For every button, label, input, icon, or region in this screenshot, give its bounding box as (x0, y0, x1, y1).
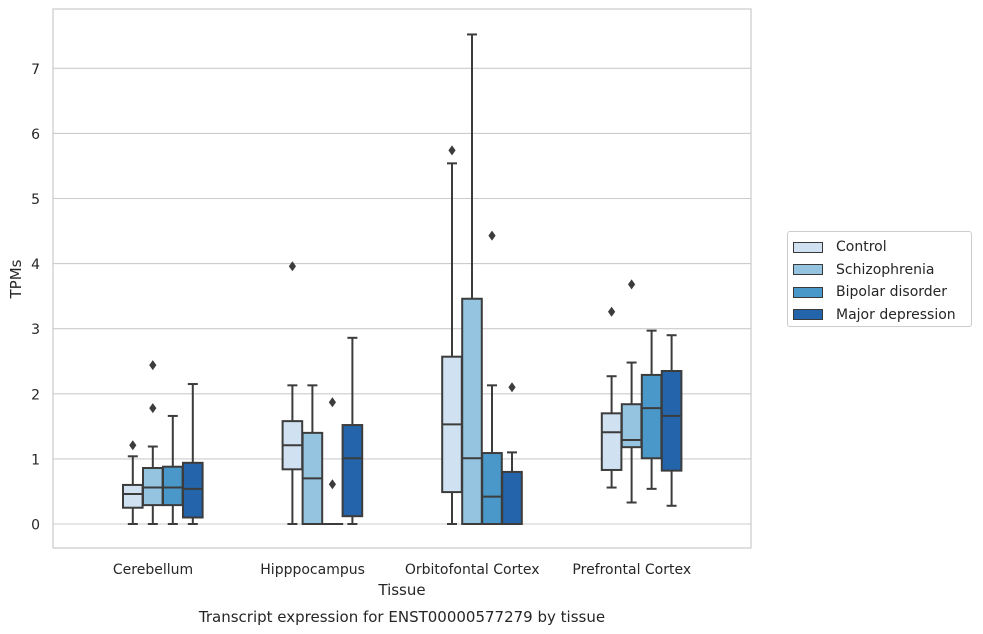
legend-swatch (793, 241, 823, 253)
x-tick-label: Orbitofontal Cortex (405, 562, 540, 578)
outlier-point (508, 382, 516, 393)
legend-item: Control (793, 236, 971, 259)
outlier-point (488, 230, 496, 241)
legend-item: Bipolar disorder (793, 281, 971, 304)
box-bipolar-disorder (640, 329, 663, 490)
box-iqr (122, 483, 144, 509)
box-iqr (461, 297, 483, 525)
y-tick-label: 0 (31, 518, 40, 534)
box-iqr (501, 470, 523, 526)
box-bipolar-disorder (481, 230, 503, 525)
box-iqr (600, 412, 623, 471)
x-tick-labels: Cerebellum Hipppocampus Orbitofontal Corte… (113, 562, 691, 578)
box-control (281, 261, 304, 525)
outlier-point (129, 440, 137, 451)
outlier-point (448, 145, 456, 156)
outlier-point (149, 403, 157, 414)
y-tick-label: 7 (31, 62, 40, 78)
plot-area-border (52, 8, 752, 549)
legend-label: Bipolar disorder (836, 284, 948, 301)
y-tick-label: 2 (31, 387, 40, 403)
x-tick-label: Hipppocampus (260, 562, 365, 578)
box-iqr (162, 465, 184, 507)
boxes (122, 33, 683, 526)
box-iqr (640, 373, 663, 460)
outlier-point (328, 479, 336, 490)
box-major-depression (182, 383, 204, 525)
legend-label: Schizophrenia (836, 261, 935, 278)
legend-swatch (793, 309, 823, 321)
legend-item: Schizophrenia (793, 259, 971, 282)
outlier-point (628, 279, 636, 290)
x-tick-label: Cerebellum (113, 562, 193, 578)
box-iqr (182, 461, 204, 519)
y-tick-labels: 0 1 2 3 4 5 6 7 (31, 62, 40, 534)
y-tick-label: 4 (31, 257, 40, 273)
box-schizophrenia (620, 279, 643, 504)
grid-lines (53, 67, 751, 525)
box-major-depression (660, 334, 683, 507)
x-tick-label: Prefrontal Cortex (572, 562, 691, 578)
box-bipolar-disorder (162, 414, 184, 525)
legend-item: Major depression (793, 304, 971, 327)
legend-swatch (793, 264, 823, 276)
box-schizophrenia (301, 384, 324, 525)
box-schizophrenia (142, 360, 164, 525)
legend-label: Major depression (836, 306, 956, 323)
x-axis-label: Tissue (377, 581, 425, 599)
box-control (600, 306, 623, 489)
box-bipolar-disorder (321, 397, 344, 526)
y-tick-label: 6 (31, 127, 40, 143)
outlier-point (288, 261, 296, 272)
box-iqr (341, 424, 364, 518)
y-tick-label: 3 (31, 322, 40, 338)
box-iqr (481, 452, 503, 525)
legend-label: Control (836, 239, 887, 256)
y-axis-label: TPMs (7, 259, 25, 299)
outlier-point (608, 306, 616, 317)
outlier-point (149, 360, 157, 371)
box-iqr (660, 370, 683, 472)
y-tick-label: 1 (31, 452, 40, 468)
outlier-point (328, 397, 336, 408)
legend: Control Schizophrenia Bipolar disorder Majo… (787, 231, 972, 327)
box-major-depression (341, 336, 364, 525)
y-tick-label: 5 (31, 192, 40, 208)
box-control (441, 145, 463, 525)
legend-swatch (793, 286, 823, 298)
box-major-depression (501, 382, 523, 526)
box-schizophrenia (461, 33, 483, 525)
chart-title: Transcript expression for ENST0000057727… (198, 608, 605, 626)
box-control (122, 440, 144, 525)
